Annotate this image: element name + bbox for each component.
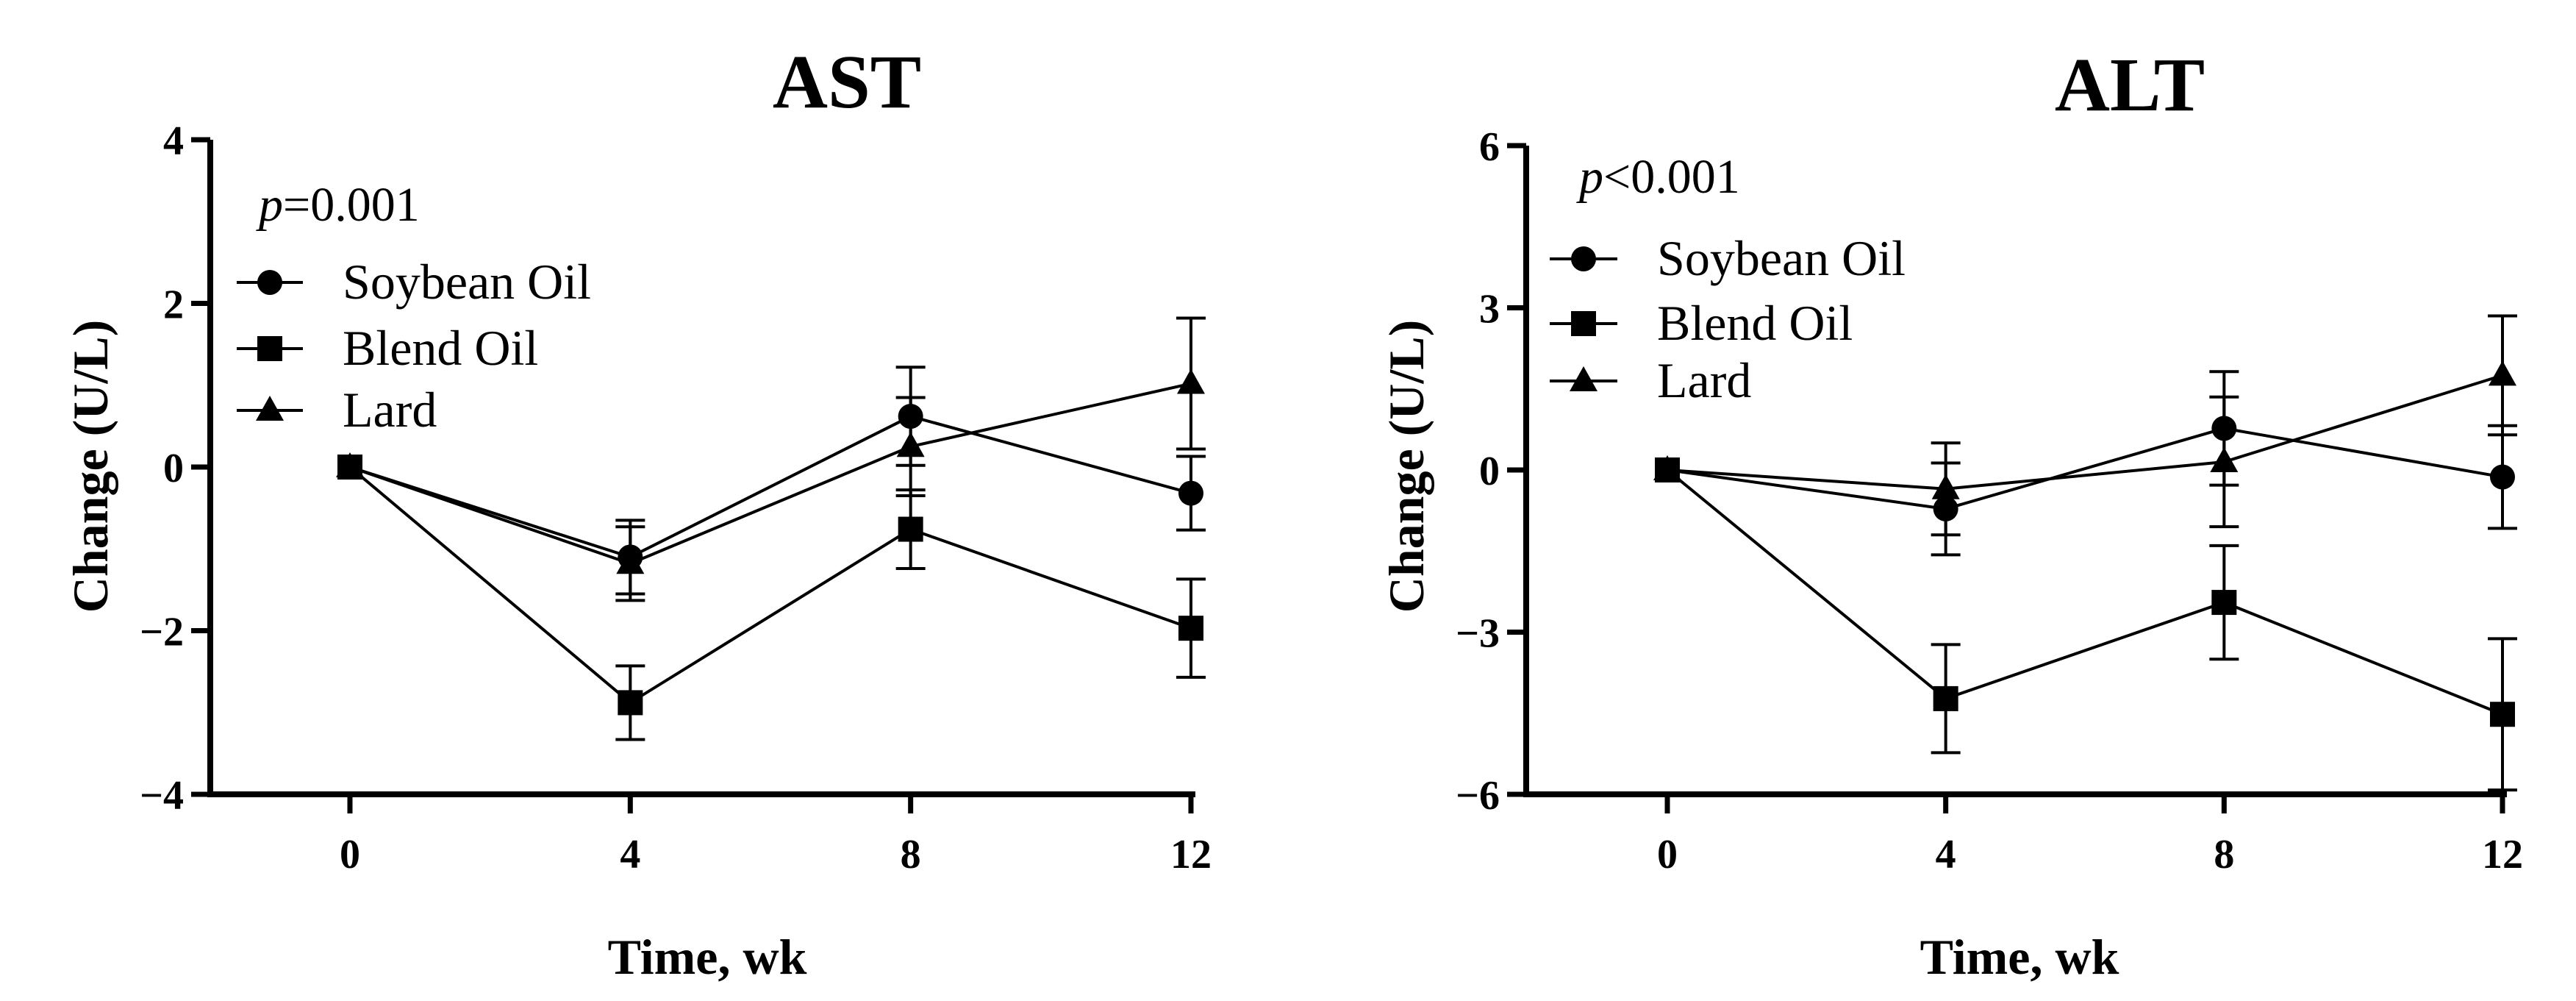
legend-label-lard: Lard xyxy=(343,382,437,438)
y-axis-label: Change (U/L) xyxy=(62,320,118,613)
p-value-symbol: p xyxy=(256,178,283,232)
ast-chart: AST Change (U/L) Time, wk p=0.001 Soybea… xyxy=(62,40,1212,985)
legend-marker-lard xyxy=(256,396,284,421)
x-tick-label: 0 xyxy=(340,832,360,877)
chart-title: ALT xyxy=(2055,43,2205,127)
y-axis-label: Change (U/L) xyxy=(1378,320,1434,613)
legend: Soybean Oil Blend Oil Lard xyxy=(237,254,591,438)
x-tick-label: 12 xyxy=(2482,832,2523,877)
lard-point xyxy=(2489,360,2516,386)
x-axis-label: Time, wk xyxy=(1920,929,2119,985)
blend-oil-point xyxy=(898,516,923,542)
legend-label-blend-oil: Blend Oil xyxy=(343,320,538,376)
y-tick-label: 6 xyxy=(1479,124,1500,170)
legend-marker-soybean-oil xyxy=(257,270,282,295)
soybean-oil-line xyxy=(1667,427,2503,510)
x-tick-label: 12 xyxy=(1170,832,1212,877)
lard-point xyxy=(1653,455,1681,480)
x-tick-label: 8 xyxy=(2214,832,2234,877)
x-tick-label: 4 xyxy=(1936,832,1956,877)
soybean-oil-line xyxy=(349,414,1192,559)
lard-point xyxy=(1177,368,1205,394)
plot-area xyxy=(1653,314,2517,792)
lard-point xyxy=(1931,474,1960,499)
legend-label-lard: Lard xyxy=(1657,352,1751,408)
y-tick-label: 3 xyxy=(1479,287,1500,332)
x-axis-label: Time, wk xyxy=(608,929,807,985)
p-value-text: =0.001 xyxy=(283,178,420,232)
y-tick-label: 4 xyxy=(163,118,184,164)
legend-marker-soybean-oil xyxy=(1571,246,1596,271)
soybean-oil-point xyxy=(2490,464,2515,490)
legend-marker-blend-oil xyxy=(257,336,282,361)
lard-line xyxy=(1667,374,2503,491)
y-tick-label: 2 xyxy=(163,282,184,328)
alt-chart: ALT Change (U/L) Time, wk p<0.001 Soybea… xyxy=(1378,43,2523,985)
x-tick-label: 4 xyxy=(620,832,640,877)
legend-marker-lard xyxy=(1570,366,1598,391)
y-tick-label: −4 xyxy=(140,773,184,819)
lard-line xyxy=(349,382,1192,566)
axes: 6 3 0 −3 −6 0 4 8 12 xyxy=(1456,124,2523,877)
p-value-annotation: p<0.001 xyxy=(1576,150,1740,204)
y-tick-label: −2 xyxy=(140,610,184,655)
blend-oil-line xyxy=(1666,469,2503,716)
p-value-symbol: p xyxy=(1576,150,1603,204)
blend-oil-point xyxy=(2490,702,2515,727)
chart-title: AST xyxy=(773,40,921,124)
legend-label-blend-oil: Blend Oil xyxy=(1657,295,1853,351)
x-tick-label: 0 xyxy=(1657,832,1678,877)
y-tick-label: 0 xyxy=(1479,449,1500,494)
soybean-oil-point xyxy=(1178,480,1203,506)
lard-point xyxy=(2210,446,2239,472)
blend-oil-point xyxy=(1933,685,1958,711)
y-tick-label: −3 xyxy=(1456,611,1500,657)
axes: 4 2 0 −2 −4 0 4 8 12 xyxy=(140,118,1212,877)
plot-area xyxy=(336,316,1206,741)
blend-oil-line xyxy=(348,466,1192,705)
lard-point xyxy=(896,432,925,457)
x-tick-label: 8 xyxy=(901,832,921,877)
legend-label-soybean-oil: Soybean Oil xyxy=(1657,230,1906,286)
blend-oil-point xyxy=(1178,616,1203,641)
p-value-annotation: p=0.001 xyxy=(256,178,420,232)
legend-label-soybean-oil: Soybean Oil xyxy=(343,254,591,310)
legend-marker-blend-oil xyxy=(1571,311,1596,336)
y-tick-label: −6 xyxy=(1456,773,1500,819)
lard-point xyxy=(616,549,645,574)
lard-point xyxy=(336,452,364,477)
y-tick-label: 0 xyxy=(163,446,184,491)
p-value-text: <0.001 xyxy=(1603,150,1740,204)
blend-oil-point xyxy=(618,690,643,716)
blend-oil-point xyxy=(2211,590,2237,616)
